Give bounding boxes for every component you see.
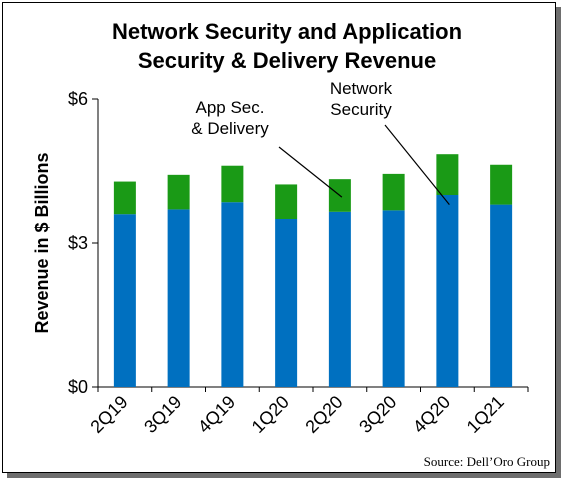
chart-title: Network Security and Application Securit… xyxy=(112,19,462,73)
x-tick-label: 3Q19 xyxy=(140,392,185,437)
annotation-label: & Delivery xyxy=(191,119,269,138)
x-tick-label: 1Q21 xyxy=(463,392,508,437)
source-note: Source: Dell’Oro Group xyxy=(424,454,550,469)
y-tick-label: $6 xyxy=(68,89,88,109)
annotation-label: App Sec. xyxy=(196,98,265,117)
bar-network-security-3q20 xyxy=(382,210,405,387)
bar-network-security-1q21 xyxy=(490,204,513,387)
bar-app-sec-delivery-3q20 xyxy=(382,173,405,211)
x-tick-label: 2Q19 xyxy=(86,392,131,437)
bar-network-security-1q20 xyxy=(275,219,298,387)
bar-app-sec-delivery-2q19 xyxy=(113,181,136,215)
chart-title-line-2: Security & Delivery Revenue xyxy=(138,48,436,73)
y-axis-title: Revenue in $ Billions xyxy=(32,152,52,333)
bar-app-sec-delivery-1q21 xyxy=(490,164,513,205)
annotation-label: Security xyxy=(330,100,392,119)
x-tick-label: 1Q20 xyxy=(248,392,293,437)
chart-title-line-1: Network Security and Application xyxy=(112,19,462,44)
annotation-label: Network xyxy=(330,79,393,98)
bar-app-sec-delivery-4q20 xyxy=(436,154,459,195)
y-tick-label: $3 xyxy=(68,233,88,253)
x-tick-label: 4Q19 xyxy=(194,392,239,437)
bar-network-security-2q20 xyxy=(328,211,351,387)
bar-network-security-4q20 xyxy=(436,195,459,387)
x-tick-label: 3Q20 xyxy=(355,392,400,437)
bar-network-security-4q19 xyxy=(221,202,244,387)
bar-app-sec-delivery-3q19 xyxy=(167,174,190,210)
annotation-leader-line xyxy=(384,124,450,205)
y-tick-label: $0 xyxy=(68,377,88,397)
annotation-leader-line xyxy=(278,146,343,198)
x-tick-label: 4Q20 xyxy=(409,392,454,437)
bar-app-sec-delivery-1q20 xyxy=(275,184,298,219)
bar-network-security-2q19 xyxy=(113,214,136,387)
x-tick-label: 2Q20 xyxy=(301,392,346,437)
plot-area: $0 $3 $6 2Q19 3Q19 4Q19 1Q20 2Q20 3Q20 4Q20 1Q21 Ap… xyxy=(68,79,529,437)
bar-network-security-3q19 xyxy=(167,209,190,387)
bar-app-sec-delivery-4q19 xyxy=(221,165,244,203)
